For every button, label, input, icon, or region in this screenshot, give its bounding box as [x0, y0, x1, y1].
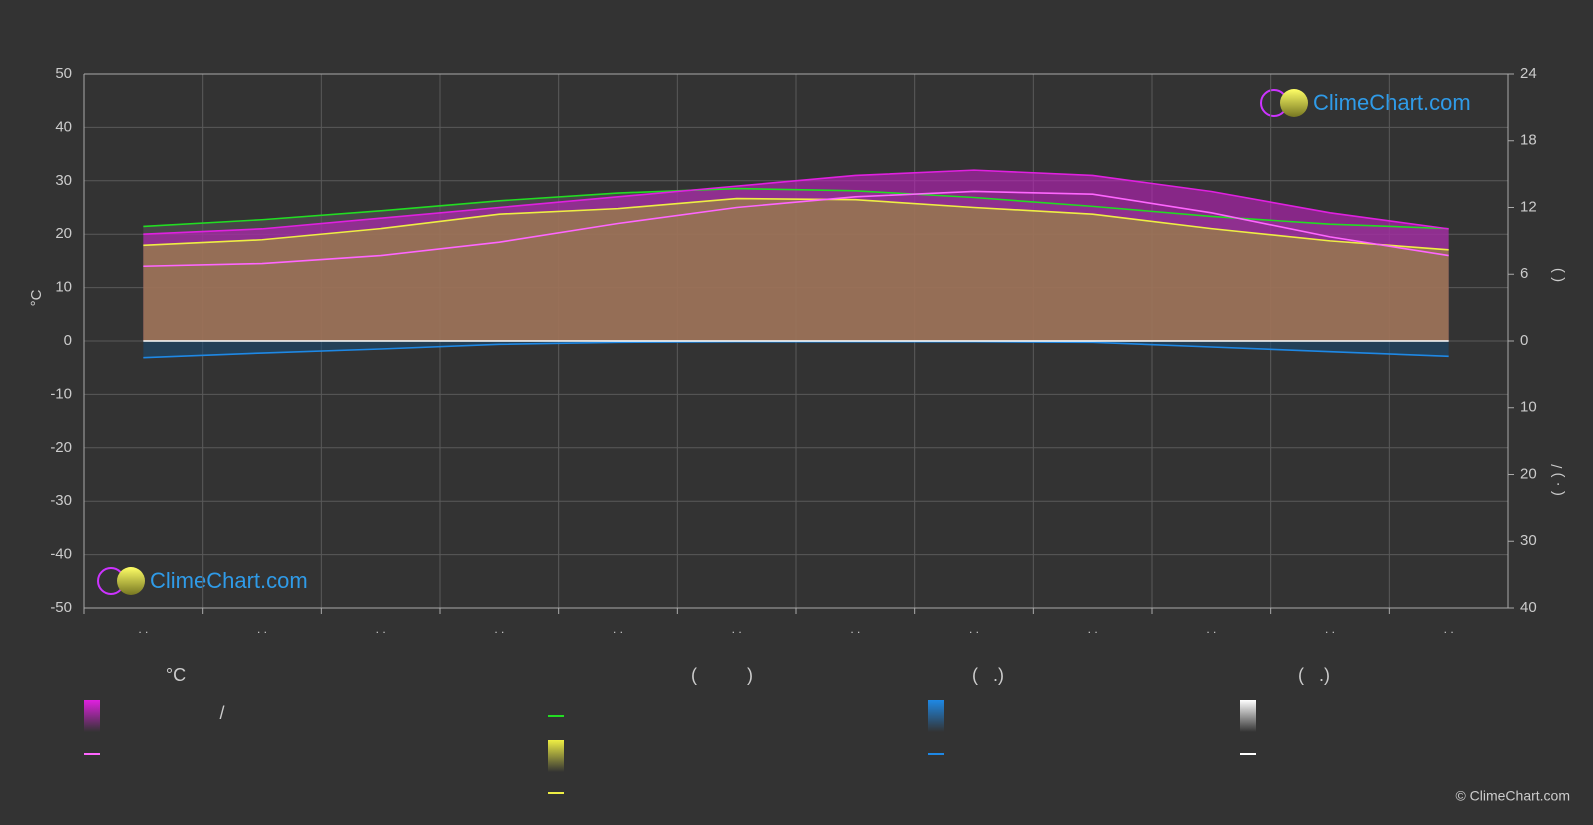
legend-swatch: [548, 740, 564, 772]
legend-header: ( .): [972, 665, 1004, 685]
x-tick-label: . .: [1206, 622, 1216, 636]
x-tick-label: . .: [257, 622, 267, 636]
x-tick-label: . .: [494, 622, 504, 636]
y-tick-label: 30: [55, 172, 72, 189]
watermark-text: ClimeChart.com: [1313, 90, 1471, 115]
x-tick-label: . .: [376, 622, 386, 636]
y2-tick-label: 0: [1520, 332, 1528, 349]
y2-tick-label: 12: [1520, 198, 1537, 215]
legend-separator: /: [219, 703, 224, 723]
y2-tick-label: 24: [1520, 65, 1537, 82]
x-tick-label: . .: [613, 622, 623, 636]
legend-swatch: [84, 700, 100, 732]
y-tick-label: -50: [50, 599, 72, 616]
series-line: [143, 187, 1449, 230]
x-tick-label: . .: [138, 622, 148, 636]
y-tick-label: 0: [64, 332, 72, 349]
legend-header: °C: [166, 665, 186, 685]
y2-tick-label: 18: [1520, 132, 1537, 149]
y3-tick-label: 30: [1520, 532, 1537, 549]
copyright: © ClimeChart.com: [1455, 788, 1570, 804]
x-tick-label: . .: [1444, 622, 1454, 636]
y3-axis-label: ( · ) /: [1549, 463, 1566, 495]
y-tick-label: 40: [55, 118, 72, 135]
y3-tick-label: 20: [1520, 465, 1537, 482]
logo-sun: [117, 567, 145, 595]
watermark-bottom: ClimeChart.com: [97, 567, 308, 595]
x-tick-label: . .: [850, 622, 860, 636]
y-tick-label: 50: [55, 65, 72, 82]
logo-sun: [1280, 89, 1308, 117]
plot-area: [84, 73, 1508, 609]
y-tick-label: 20: [55, 225, 72, 242]
y2-axis-label: ( ): [1549, 268, 1566, 282]
y-tick-label: -30: [50, 492, 72, 509]
x-tick-label: . .: [1325, 622, 1335, 636]
series-line: [143, 190, 1449, 268]
y2-tick-label: 6: [1520, 265, 1528, 282]
y-tick-label: -10: [50, 385, 72, 402]
y-tick-label: -20: [50, 439, 72, 456]
x-tick-label: . .: [732, 622, 742, 636]
series-line: [143, 169, 1449, 235]
y-tick-label: -40: [50, 546, 72, 563]
watermark-top: ClimeChart.com: [1260, 89, 1471, 117]
x-tick-label: . .: [969, 622, 979, 636]
legend-header: ( ): [691, 665, 753, 685]
x-tick-label: . .: [1088, 622, 1098, 636]
legend-swatch: [1240, 700, 1256, 732]
y3-tick-label: 10: [1520, 399, 1537, 416]
legend-swatch: [928, 700, 944, 732]
y3-tick-label: 40: [1520, 599, 1537, 616]
series-area: [143, 198, 1449, 341]
y-axis-label: °C: [28, 289, 45, 306]
legend-header: ( .): [1298, 665, 1330, 685]
series-line: [143, 197, 1449, 251]
y-tick-label: 10: [55, 279, 72, 296]
watermark-text: ClimeChart.com: [150, 568, 308, 593]
